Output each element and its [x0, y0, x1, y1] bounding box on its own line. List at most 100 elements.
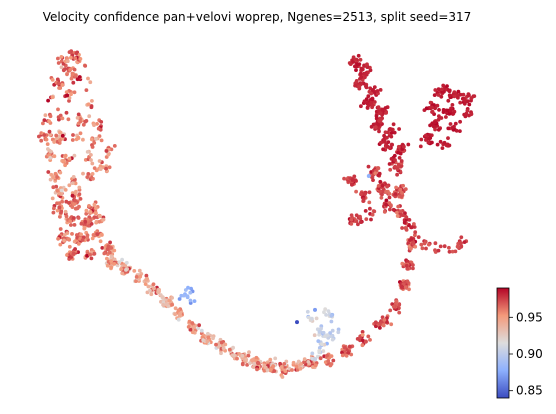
scatter-point: [427, 136, 431, 141]
scatter-point: [85, 175, 90, 180]
scatter-point: [325, 353, 329, 358]
scatter-point: [108, 240, 112, 245]
scatter-point: [89, 256, 94, 261]
scatter-point: [321, 349, 326, 353]
scatter-point: [42, 118, 47, 123]
scatter-point: [69, 55, 73, 60]
scatter-point: [50, 196, 55, 201]
scatter-point: [450, 125, 455, 130]
scatter-point: [72, 153, 77, 158]
scatter-point: [397, 156, 402, 160]
scatter-point: [400, 191, 404, 195]
scatter-point: [328, 331, 332, 335]
scatter-point: [56, 56, 60, 61]
scatter-point: [262, 368, 267, 373]
scatter-point: [349, 213, 354, 218]
scatter-point: [105, 263, 110, 268]
scatter-point: [74, 51, 79, 56]
scatter-point: [380, 108, 385, 112]
scatter-point: [279, 365, 284, 369]
scatter-point: [109, 265, 114, 270]
scatter-point: [432, 93, 437, 97]
scatter-point: [252, 361, 256, 366]
scatter-point: [58, 138, 62, 143]
scatter-point: [84, 88, 89, 92]
scatter-point: [316, 339, 321, 343]
scatter-point: [255, 367, 259, 372]
colorbar: 0.85 0.90 0.95: [496, 287, 543, 399]
scatter-point: [295, 320, 299, 325]
scatter-point: [451, 111, 456, 116]
scatter-point: [92, 251, 97, 256]
scatter-point: [104, 149, 109, 153]
scatter-point: [356, 53, 361, 58]
scatter-point: [268, 357, 273, 362]
scatter-point: [52, 140, 57, 144]
scatter-point: [364, 84, 368, 89]
scatter-point: [273, 356, 278, 361]
scatter-point: [360, 338, 365, 343]
scatter-point: [76, 112, 81, 117]
scatter-point: [112, 248, 117, 253]
colorbar-gradient: [496, 287, 510, 399]
scatter-point: [342, 176, 346, 181]
scatter-point: [88, 210, 93, 214]
scatter-point: [66, 117, 71, 122]
scatter-point: [450, 249, 455, 254]
scatter-point: [55, 208, 60, 213]
colorbar-tick-label: 0.85: [516, 384, 543, 398]
scatter-point: [361, 199, 366, 203]
scatter-point: [395, 210, 399, 215]
scatter-point: [144, 273, 149, 278]
scatter-point: [422, 241, 427, 246]
scatter-point: [97, 159, 102, 163]
scatter-point: [376, 166, 380, 170]
scatter-point: [444, 143, 449, 148]
scatter-point: [364, 97, 369, 101]
scatter-point: [384, 111, 388, 115]
scatter-point: [73, 198, 77, 203]
scatter-point: [427, 242, 431, 247]
scatter-point: [324, 313, 328, 317]
scatter-point: [167, 298, 172, 303]
scatter-point: [398, 209, 403, 214]
scatter-point: [438, 244, 443, 249]
scatter-point: [453, 249, 458, 254]
scatter-point: [458, 100, 463, 105]
scatter-point: [379, 195, 384, 200]
scatter-point: [49, 172, 54, 177]
scatter-point: [83, 64, 88, 68]
scatter-point: [70, 138, 75, 142]
scatter-point: [235, 356, 239, 361]
scatter-point: [360, 343, 365, 348]
scatter-point: [380, 183, 385, 188]
scatter-point: [144, 278, 148, 282]
scatter-point: [405, 259, 410, 264]
scatter-point: [189, 286, 194, 291]
scatter-point: [211, 336, 215, 341]
scatter-point: [317, 332, 321, 337]
scatter-point: [350, 178, 355, 182]
scatter-point: [409, 246, 413, 251]
scatter-point: [436, 93, 441, 97]
scatter-point: [378, 88, 383, 92]
scatter-point: [57, 134, 62, 139]
scatter-point: [456, 89, 461, 94]
scatter-point: [48, 177, 53, 182]
scatter-point: [369, 217, 373, 222]
scatter-point: [296, 359, 301, 364]
scatter-point: [354, 68, 358, 72]
scatter-point: [458, 92, 463, 97]
scatter-point: [70, 193, 75, 198]
scatter-point: [48, 133, 52, 137]
scatter-point: [52, 154, 57, 159]
scatter-point: [373, 125, 378, 130]
scatter-point: [401, 183, 405, 188]
scatter-point: [67, 244, 72, 249]
scatter-point: [399, 164, 404, 168]
scatter-point: [65, 72, 69, 77]
scatter-point: [170, 302, 175, 307]
scatter-point: [65, 231, 70, 236]
scatter-plot-area: [37, 49, 477, 379]
scatter-point: [389, 322, 394, 327]
